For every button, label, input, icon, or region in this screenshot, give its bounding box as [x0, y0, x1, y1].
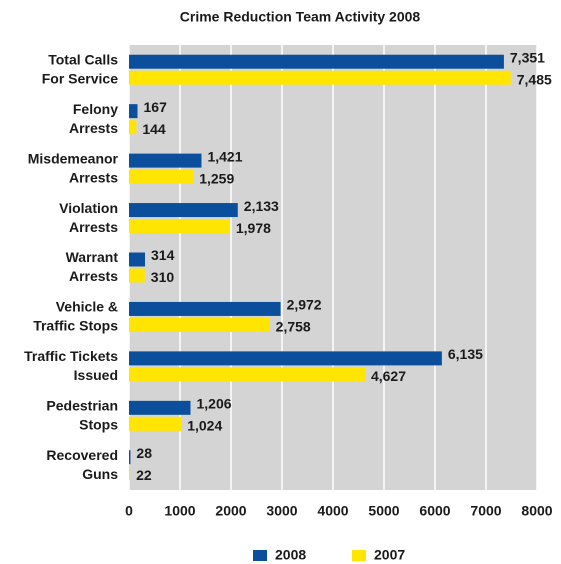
y-tick-label: Misdemeanor [28, 150, 119, 166]
value-label: 4,627 [371, 368, 406, 384]
value-label: 1,024 [187, 418, 222, 434]
bar [129, 450, 131, 465]
bar [129, 54, 504, 69]
y-tick-label: Traffic Tickets [24, 348, 118, 364]
x-tick-label: 3000 [266, 503, 297, 519]
value-label: 1,206 [197, 396, 232, 412]
x-tick-label: 4000 [317, 503, 348, 519]
value-label: 1,978 [236, 220, 271, 236]
y-tick-label: Arrests [69, 268, 118, 284]
bar [129, 252, 146, 267]
bar [129, 317, 270, 332]
bar [129, 203, 238, 218]
bar [129, 120, 137, 135]
legend-label: 2007 [374, 547, 405, 563]
value-label: 167 [144, 99, 168, 115]
bar [129, 400, 191, 415]
bar [129, 153, 202, 168]
y-tick-label: Arrests [69, 169, 118, 185]
value-label: 1,259 [199, 170, 234, 186]
value-label: 310 [151, 269, 175, 285]
bar [129, 301, 281, 316]
y-tick-label: Total Calls [48, 51, 118, 67]
value-label: 28 [136, 445, 152, 461]
value-label: 144 [142, 121, 166, 137]
x-tick-label: 5000 [368, 503, 399, 519]
bar [129, 219, 230, 234]
y-tick-label: Traffic Stops [33, 318, 118, 334]
bar [129, 367, 365, 382]
legend-swatch [253, 550, 267, 561]
value-label: 7,485 [517, 71, 552, 87]
y-tick-label: Felony [73, 101, 118, 117]
legend-label: 2008 [275, 547, 306, 563]
value-label: 314 [151, 247, 175, 263]
value-label: 2,972 [287, 297, 322, 313]
y-tick-label: Issued [74, 367, 118, 383]
x-tick-label: 6000 [419, 503, 450, 519]
bar [129, 466, 131, 481]
y-tick-label: Pedestrian [46, 398, 118, 414]
bar [129, 268, 145, 283]
y-tick-label: Vehicle & [56, 299, 118, 315]
x-tick-label: 7000 [470, 503, 501, 519]
value-label: 22 [136, 467, 152, 483]
bar [129, 416, 182, 431]
bar [129, 169, 194, 184]
value-label: 6,135 [448, 346, 483, 362]
y-tick-label: Violation [59, 200, 118, 216]
y-tick-label: Stops [79, 417, 118, 433]
bar [129, 104, 138, 119]
y-tick-label: For Service [42, 70, 118, 86]
value-label: 2,133 [244, 198, 279, 214]
bar [129, 70, 511, 85]
y-tick-label: Guns [82, 466, 118, 482]
x-tick-label: 1000 [164, 503, 195, 519]
chart-title: Crime Reduction Team Activity 2008 [180, 9, 421, 25]
x-tick-label: 8000 [521, 503, 552, 519]
x-tick-label: 2000 [215, 503, 246, 519]
value-label: 2,758 [276, 319, 311, 335]
y-tick-label: Recovered [46, 447, 118, 463]
x-tick-label: 0 [125, 503, 133, 519]
value-label: 7,351 [510, 49, 545, 65]
y-tick-label: Arrests [69, 219, 118, 235]
legend-swatch [352, 550, 366, 561]
value-label: 1,421 [207, 148, 242, 164]
y-tick-label: Warrant [66, 249, 119, 265]
bar [129, 351, 442, 366]
y-tick-label: Arrests [69, 120, 118, 136]
